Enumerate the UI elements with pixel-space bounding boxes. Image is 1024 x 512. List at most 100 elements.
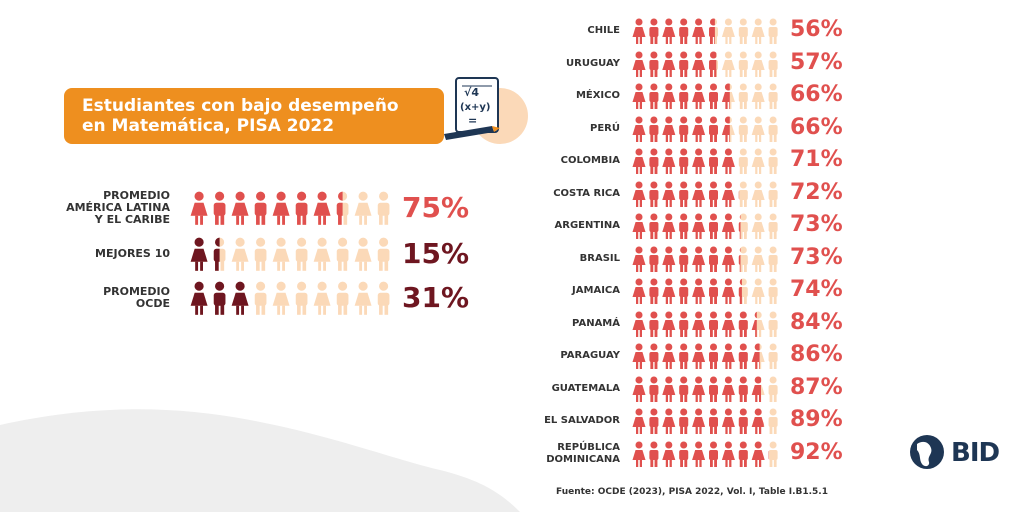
country-pictogram-12-person-9 <box>751 376 765 402</box>
pictogram-3 <box>190 281 390 315</box>
country-pictogram-11-person-6 <box>709 343 718 369</box>
country-pictogram-2-person-6 <box>709 51 718 77</box>
country-pictogram-1-person-4 <box>679 18 689 44</box>
country-value-8: 73% <box>790 244 843 270</box>
country-pictogram-9-person-8 <box>738 278 748 304</box>
label-3: PROMEDIO OCDE <box>103 285 170 310</box>
country-pictogram-13-person-8 <box>738 408 748 434</box>
country-pictogram-1-person-9 <box>751 18 765 44</box>
country-pictogram-14-person-9 <box>751 441 765 467</box>
country-pictogram-9-person-7 <box>721 278 735 304</box>
country-pictogram-5-person-9 <box>751 148 765 174</box>
country-label-9: JAMAICA <box>572 285 620 296</box>
pictogram-1-person-2 <box>213 191 226 225</box>
country-pictogram-14-person-2 <box>649 441 659 467</box>
country-pictogram-3 <box>632 83 778 109</box>
country-pictogram-8-person-7 <box>721 246 735 272</box>
country-pictogram-12-person-7 <box>721 376 735 402</box>
country-pictogram-9 <box>632 278 778 304</box>
country-pictogram-7-person-3 <box>662 213 676 239</box>
pictogram-3-person-10 <box>377 281 390 315</box>
country-pictogram-7-person-6 <box>709 213 718 239</box>
country-pictogram-6-person-10 <box>768 181 778 207</box>
country-pictogram-2-person-9 <box>751 51 765 77</box>
country-pictogram-10-person-10 <box>768 311 778 337</box>
country-pictogram-2-person-7 <box>721 51 735 77</box>
country-label-1: CHILE <box>587 25 620 36</box>
country-pictogram-3-person-6 <box>709 83 718 109</box>
country-pictogram-11-person-8 <box>738 343 748 369</box>
pictogram-1-person-9 <box>354 191 372 225</box>
country-pictogram-2-person-3 <box>662 51 676 77</box>
country-pictogram-13-person-7 <box>721 408 735 434</box>
country-pictogram-3-person-1 <box>632 83 646 109</box>
svg-text:=: = <box>468 114 477 127</box>
country-label-14: REPÚBLICA DOMINICANA <box>546 441 620 465</box>
svg-text:√4: √4 <box>464 86 479 99</box>
country-pictogram-6 <box>632 181 778 207</box>
pictogram-2-person-1 <box>190 237 208 271</box>
country-label-13: EL SALVADOR <box>544 415 620 426</box>
country-pictogram-6-person-9 <box>751 181 765 207</box>
pictogram-1-person-7 <box>313 191 331 225</box>
country-pictogram-8-person-1 <box>632 246 646 272</box>
country-pictogram-6-person-5 <box>692 181 706 207</box>
country-pictogram-5-person-6 <box>709 148 718 174</box>
country-pictogram-13-person-3 <box>662 408 676 434</box>
country-pictogram-12-person-1 <box>632 376 646 402</box>
country-pictogram-10-person-6 <box>709 311 718 337</box>
pictogram-1-person-1 <box>190 191 208 225</box>
country-value-1: 56% <box>790 17 843 43</box>
country-pictogram-9-person-5 <box>692 278 706 304</box>
country-pictogram-1-person-3 <box>662 18 676 44</box>
country-pictogram-4-person-9 <box>751 116 765 142</box>
pictogram-1-person-5 <box>272 191 290 225</box>
pictogram-1-person-6 <box>295 191 308 225</box>
pictogram-2 <box>190 237 390 271</box>
country-pictogram-12-person-4 <box>679 376 689 402</box>
label-2: MEJORES 10 <box>95 247 170 260</box>
country-value-6: 72% <box>790 179 843 205</box>
country-pictogram-1-person-7 <box>721 18 735 44</box>
country-pictogram-1-person-8 <box>738 18 748 44</box>
country-pictogram-2-person-10 <box>768 51 778 77</box>
pictogram-1-person-4 <box>254 191 267 225</box>
country-pictogram-11-person-3 <box>662 343 676 369</box>
country-pictogram-7-person-4 <box>679 213 689 239</box>
country-pictogram-6-person-6 <box>709 181 718 207</box>
country-pictogram-11-person-7 <box>721 343 735 369</box>
country-value-10: 84% <box>790 309 843 335</box>
country-pictogram-6-person-4 <box>679 181 689 207</box>
pictogram-3-person-3 <box>231 281 249 315</box>
country-pictogram-7-person-10 <box>768 213 778 239</box>
country-pictogram-1-person-6 <box>709 18 718 44</box>
country-pictogram-7-person-7 <box>721 213 735 239</box>
country-pictogram-6-person-7 <box>721 181 735 207</box>
country-pictogram-5-person-3 <box>662 148 676 174</box>
country-pictogram-11-person-10 <box>768 343 778 369</box>
value-label-3: 31% <box>402 280 470 314</box>
chart-title: Estudiantes con bajo desempeño en Matemá… <box>64 88 444 144</box>
country-label-4: PERÚ <box>590 122 620 134</box>
country-label-3: MÉXICO <box>575 90 620 101</box>
country-pictogram-10-person-7 <box>721 311 735 337</box>
country-pictogram-1-person-10 <box>768 18 778 44</box>
country-pictogram-5-person-4 <box>679 148 689 174</box>
country-pictogram-13-person-5 <box>692 408 706 434</box>
country-pictogram-13-person-4 <box>679 408 689 434</box>
country-label-7: ARGENTINA <box>554 220 621 231</box>
country-pictogram-10 <box>632 311 778 337</box>
country-pictogram-5-person-5 <box>692 148 706 174</box>
country-pictogram-4-person-1 <box>632 116 646 142</box>
pictogram-3-person-2 <box>213 281 226 315</box>
country-value-9: 74% <box>790 277 843 303</box>
country-value-11: 86% <box>790 342 843 368</box>
country-pictogram-1-person-2 <box>649 18 659 44</box>
country-pictogram-14-person-1 <box>632 441 646 467</box>
country-pictogram-3-person-8 <box>738 83 748 109</box>
country-pictogram-8-person-6 <box>709 246 718 272</box>
country-pictogram-2-person-5 <box>692 51 706 77</box>
pictogram-2-person-7 <box>313 237 331 271</box>
country-pictogram-8-person-9 <box>751 246 765 272</box>
country-pictogram-12-person-2 <box>649 376 659 402</box>
